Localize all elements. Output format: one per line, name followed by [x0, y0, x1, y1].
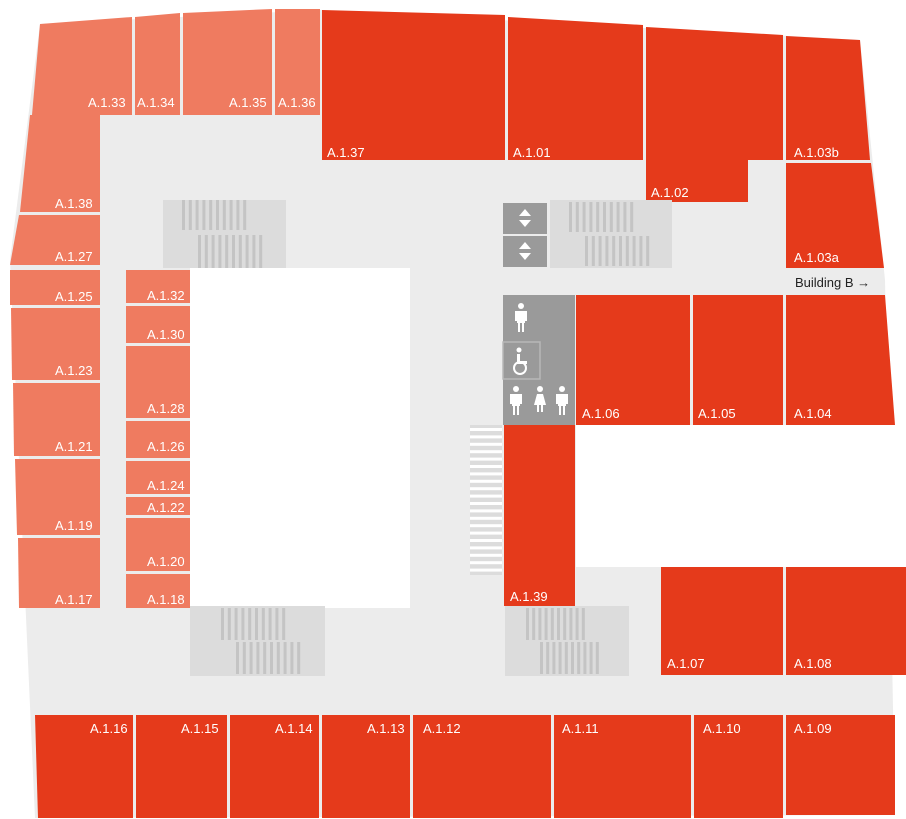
room-label-a-1-16: A.1.16: [90, 721, 128, 736]
room-label-a-1-01: A.1.01: [513, 145, 551, 160]
room-label-a-1-39: A.1.39: [510, 589, 548, 604]
room-a-1-28[interactable]: [126, 346, 190, 418]
room-label-a-1-18: A.1.18: [147, 592, 185, 607]
courtyard-right: [576, 425, 906, 567]
room-a-1-02[interactable]: [646, 27, 783, 202]
room-a-1-38[interactable]: [20, 115, 100, 212]
room-label-a-1-21: A.1.21: [55, 439, 93, 454]
facility-layer: [502, 203, 575, 425]
room-label-a-1-03a: A.1.03a: [794, 250, 839, 265]
room-label-a-1-12: A.1.12: [423, 721, 461, 736]
room-a-1-08[interactable]: [786, 567, 906, 675]
room-label-a-1-06: A.1.06: [582, 406, 620, 421]
room-a-1-23[interactable]: [11, 308, 100, 380]
room-label-a-1-22: A.1.22: [147, 500, 185, 515]
room-label-a-1-17: A.1.17: [55, 592, 93, 607]
room-a-1-18[interactable]: [126, 574, 190, 608]
stairwell-north-east: [550, 200, 672, 268]
room-a-1-14[interactable]: [230, 715, 319, 818]
room-label-a-1-14: A.1.14: [275, 721, 313, 736]
room-a-1-19[interactable]: [15, 459, 100, 535]
rooms-layer: [10, 9, 906, 818]
room-a-1-03b[interactable]: [786, 36, 870, 160]
room-label-a-1-13: A.1.13: [367, 721, 405, 736]
room-a-1-30[interactable]: [126, 306, 190, 343]
accessible-toilet-room: [502, 341, 541, 380]
room-a-1-36[interactable]: [275, 9, 320, 115]
person-icon: [556, 386, 568, 415]
room-a-1-26[interactable]: [126, 421, 190, 458]
room-label-a-1-25: A.1.25: [55, 289, 93, 304]
room-a-1-21[interactable]: [13, 383, 100, 456]
room-a-1-06[interactable]: [576, 295, 690, 425]
room-label-a-1-35: A.1.35: [229, 95, 267, 110]
room-a-1-10[interactable]: [694, 715, 783, 818]
room-label-a-1-33: A.1.33: [88, 95, 126, 110]
stairwell-north-west: [163, 200, 286, 268]
room-label-a-1-11: A.1.11: [562, 721, 599, 736]
room-a-1-32[interactable]: [126, 270, 190, 303]
stairwell-central: [470, 425, 502, 575]
room-label-a-1-34: A.1.34: [137, 95, 175, 110]
room-a-1-01[interactable]: [508, 17, 643, 160]
room-a-1-25[interactable]: [10, 270, 100, 305]
room-label-a-1-37: A.1.37: [327, 145, 365, 160]
room-a-1-27[interactable]: [10, 215, 100, 265]
person-icon: [534, 386, 546, 412]
room-a-1-13[interactable]: [322, 715, 410, 818]
room-label-a-1-24: A.1.24: [147, 478, 185, 493]
room-a-1-37[interactable]: [322, 10, 505, 160]
room-label-a-1-36: A.1.36: [278, 95, 316, 110]
room-a-1-04[interactable]: [786, 295, 895, 425]
stairwell-south-west: [190, 606, 325, 676]
room-label-a-1-23: A.1.23: [55, 363, 93, 378]
room-label-a-1-15: A.1.15: [181, 721, 219, 736]
room-a-1-03a[interactable]: [786, 163, 884, 268]
room-label-a-1-07: A.1.07: [667, 656, 705, 671]
stairwell-south-east: [505, 606, 629, 676]
room-label-a-1-10: A.1.10: [703, 721, 741, 736]
toilet-men-icon: [515, 303, 527, 332]
toilet-unisex-icon: [510, 386, 568, 415]
room-label-a-1-05: A.1.05: [698, 406, 736, 421]
room-a-1-24[interactable]: [126, 461, 190, 494]
room-a-1-33[interactable]: [32, 17, 132, 115]
room-a-1-11[interactable]: [554, 715, 691, 818]
room-label-a-1-26: A.1.26: [147, 439, 185, 454]
room-a-1-16[interactable]: [35, 715, 133, 818]
room-a-1-34[interactable]: [135, 13, 180, 115]
elevator-icon[interactable]: [503, 203, 547, 234]
room-label-a-1-09: A.1.09: [794, 721, 832, 736]
wheelchair-accessible-icon: [513, 347, 527, 375]
room-label-a-1-19: A.1.19: [55, 518, 93, 533]
room-a-1-09[interactable]: [786, 715, 895, 815]
room-label-a-1-28: A.1.28: [147, 401, 185, 416]
room-label-a-1-38: A.1.38: [55, 196, 93, 211]
room-a-1-17[interactable]: [18, 538, 100, 608]
room-label-a-1-02: A.1.02: [651, 185, 689, 200]
room-label-a-1-08: A.1.08: [794, 656, 832, 671]
room-a-1-15[interactable]: [136, 715, 227, 818]
building-b-link[interactable]: Building B →: [795, 275, 871, 290]
courtyard-left: [190, 268, 410, 608]
room-label-a-1-04: A.1.04: [794, 406, 832, 421]
room-a-1-20[interactable]: [126, 518, 190, 571]
room-a-1-12[interactable]: [413, 715, 551, 818]
room-a-1-39[interactable]: [504, 425, 575, 606]
elevator-icon[interactable]: [503, 236, 547, 267]
room-label-a-1-03b: A.1.03b: [794, 145, 839, 160]
room-a-1-35[interactable]: [183, 9, 272, 115]
room-a-1-05[interactable]: [693, 295, 783, 425]
room-a-1-07[interactable]: [661, 567, 783, 675]
room-label-a-1-32: A.1.32: [147, 288, 185, 303]
stairs-layer: [163, 200, 672, 676]
room-label-a-1-30: A.1.30: [147, 327, 185, 342]
room-label-a-1-20: A.1.20: [147, 554, 185, 569]
room-label-a-1-27: A.1.27: [55, 249, 93, 264]
room-a-1-22[interactable]: [126, 497, 190, 515]
person-icon: [510, 386, 522, 415]
